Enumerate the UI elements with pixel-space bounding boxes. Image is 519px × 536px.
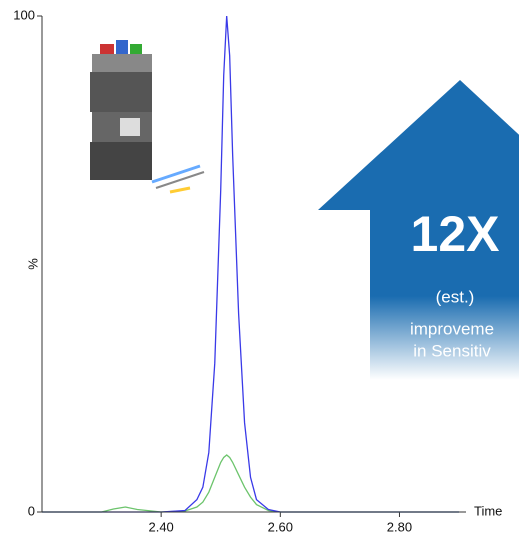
arrow-headline: 12X: [411, 206, 500, 262]
arrow-text: improveme: [410, 319, 494, 338]
chart: 0 100 2.40 2.60 2.80 12X (est.) improveme in…: [0, 0, 519, 536]
arrow-text: (est.): [436, 287, 475, 306]
arrow-text: in Sensitiv: [413, 341, 491, 360]
x-tick-label: 2.60: [268, 519, 293, 534]
x-tick-label: 2.40: [148, 519, 173, 534]
y-tick-label: 100: [13, 7, 35, 22]
y-axis-label: %: [25, 258, 40, 270]
x-axis-label: Time: [474, 503, 502, 518]
y-tick-label: 0: [28, 503, 35, 518]
instrument-illustration: [90, 40, 204, 192]
trace-line: [42, 455, 459, 512]
x-tick-label: 2.80: [387, 519, 412, 534]
